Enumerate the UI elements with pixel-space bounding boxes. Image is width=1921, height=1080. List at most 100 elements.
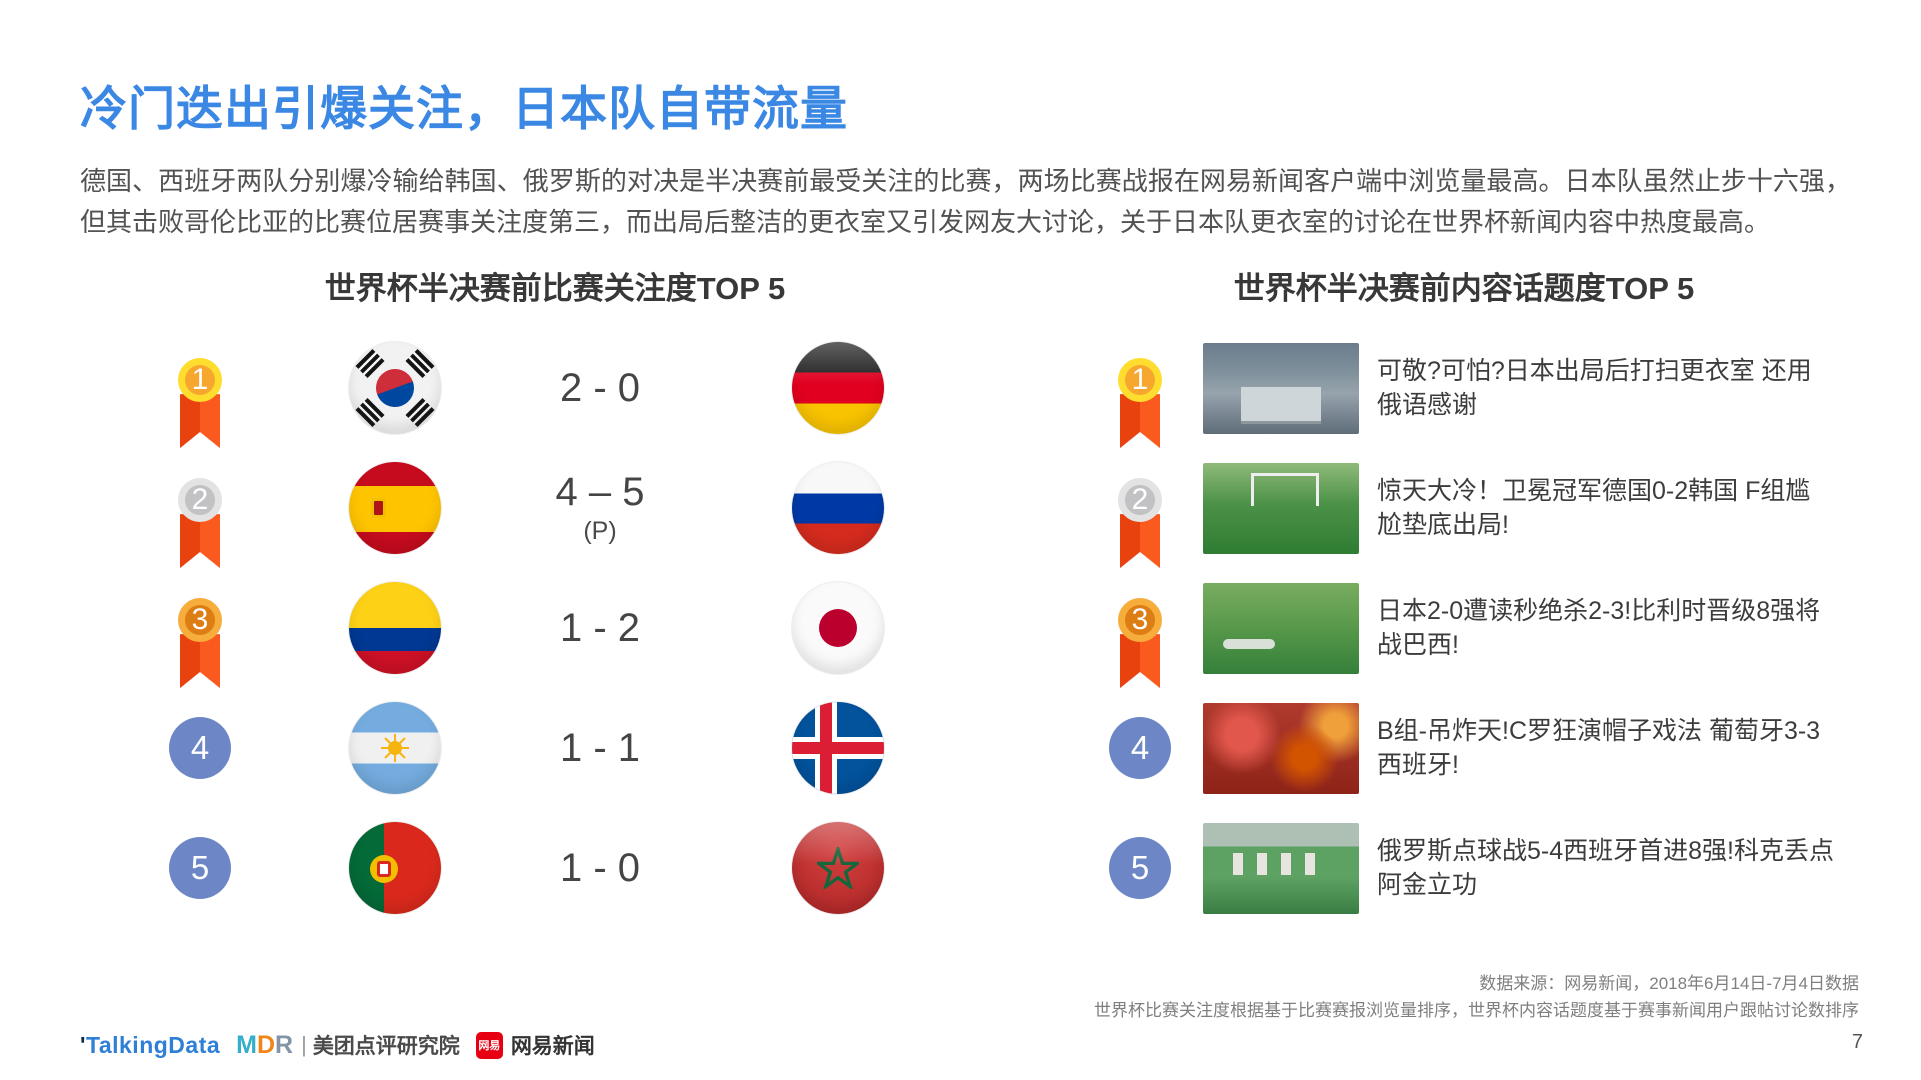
match-row-3: 3 1 - 2 — [80, 582, 1030, 689]
medal-ribbon-icon — [180, 394, 220, 449]
mdr-letter-m: M — [236, 1030, 257, 1059]
data-source-note: 数据来源：网易新闻，2018年6月14日-7月4日数据 世界杯比赛关注度根据基于… — [1094, 971, 1859, 1024]
source-line-1: 数据来源：网易新闻，2018年6月14日-7月4日数据 — [1479, 974, 1859, 994]
intro-paragraph: 德国、西班牙两队分别爆冷输给韩国、俄罗斯的对决是半决赛前最受关注的比赛，两场比赛… — [80, 166, 1851, 238]
news-headline: 可敬?可怕?日本出局后打扫更衣室 还用俄语感谢 — [1377, 356, 1812, 420]
japan-belgium-match-photo — [1203, 582, 1359, 674]
gold-medal-icon: 1 — [1107, 342, 1173, 449]
source-line-2: 世界杯比赛关注度根据基于比赛赛报浏览量排序，世界杯内容话题度基于赛事新闻用户跟帖… — [1094, 1000, 1859, 1020]
match-row-2: 2 4 – 5 (P) — [80, 462, 1030, 569]
rank-number: 3 — [1118, 598, 1162, 643]
medal-ribbon-icon — [180, 514, 220, 569]
score-value: 1 - 1 — [559, 725, 641, 770]
colombia-flag-icon — [349, 582, 441, 675]
penalty-note: (P) — [583, 517, 617, 546]
portugal-spain-fans-photo — [1203, 702, 1359, 794]
germany-korea-match-photo — [1203, 462, 1359, 554]
match-score: 4 – 5 (P) — [515, 470, 685, 546]
news-headline: B组-吊炸天!C罗狂演帽子戏法 葡萄牙3-3西班牙! — [1377, 716, 1821, 780]
talkingdata-logo: 'TalkingData — [80, 1032, 220, 1059]
netease-news-logo: 网易 网易新闻 — [475, 1030, 595, 1060]
netease-badge-icon: 网易 — [475, 1031, 503, 1059]
rank-4-badge-icon: 4 — [1107, 702, 1173, 794]
russia-spain-match-photo — [1203, 822, 1359, 914]
spain-emblem-icon — [371, 498, 386, 519]
rank-number: 1 — [178, 358, 222, 403]
south-korea-flag-icon — [349, 342, 441, 435]
mdr-label: 美团点评研究院 — [312, 1035, 460, 1058]
left-panel-title: 世界杯半决赛前比赛关注度TOP 5 — [324, 271, 786, 307]
rank-number: 2 — [178, 478, 222, 523]
rank-number: 3 — [178, 598, 222, 643]
score-value: 1 - 2 — [559, 605, 641, 650]
japan-sun-icon — [819, 609, 857, 648]
match-row-1: 1 2 - 0 — [80, 342, 1030, 449]
netease-label: 网易新闻 — [510, 1035, 595, 1058]
match-score: 2 - 0 — [515, 366, 685, 411]
medal-ribbon-icon — [1120, 634, 1160, 689]
news-row-2: 2 惊天大冷！卫冕冠军德国0-2韩国 F组尴尬垫底出局! — [1094, 462, 1834, 569]
rank-number: 1 — [1118, 358, 1162, 403]
germany-flag-icon — [792, 342, 884, 435]
rank-number: 5 — [1109, 837, 1171, 900]
rank-number: 4 — [169, 717, 231, 780]
right-panel-title: 世界杯半决赛前内容话题度TOP 5 — [1233, 271, 1695, 307]
sun-of-may-icon — [381, 734, 409, 763]
news-row-1: 1 可敬?可怕?日本出局后打扫更衣室 还用俄语感谢 — [1094, 342, 1834, 449]
news-row-4: 4 B组-吊炸天!C罗狂演帽子戏法 葡萄牙3-3西班牙! — [1094, 702, 1834, 794]
russia-flag-icon — [792, 462, 884, 555]
trigram-icon — [355, 398, 385, 428]
taegeuk-icon — [370, 363, 420, 413]
content-columns: 世界杯半决赛前比赛关注度TOP 5 1 2 - 0 — [0, 257, 1921, 942]
medal-ribbon-icon — [1120, 514, 1160, 569]
trigram-icon — [405, 398, 435, 428]
rank-number: 4 — [1109, 717, 1171, 780]
portugal-flag-icon — [349, 822, 441, 915]
iceland-flag-icon — [792, 702, 884, 795]
medal-ribbon-icon — [180, 634, 220, 689]
mdr-letter-d: D — [256, 1030, 276, 1059]
silver-medal-icon: 2 — [1107, 462, 1173, 569]
match-score: 1 - 1 — [515, 726, 685, 771]
news-row-5: 5 俄罗斯点球战5-4西班牙首进8强!科克丢点阿金立功 — [1094, 822, 1834, 914]
bronze-medal-icon: 3 — [167, 582, 233, 689]
bronze-medal-icon: 3 — [1107, 582, 1173, 689]
talkingdata-text: TalkingData — [85, 1031, 221, 1058]
news-headline: 惊天大冷！卫冕冠军德国0-2韩国 F组尴尬垫底出局! — [1377, 476, 1811, 540]
footer-logos: 'TalkingData M D R | 美团点评研究院 网易 网易新闻 — [80, 1030, 595, 1060]
mdr-letter-r: R — [275, 1030, 294, 1059]
morocco-flag-icon — [792, 822, 884, 915]
japan-locker-room-photo — [1203, 342, 1359, 434]
rank-5-badge-icon: 5 — [167, 822, 233, 914]
news-headline: 日本2-0遭读秒绝杀2-3!比利时晋级8强将战巴西! — [1377, 596, 1821, 660]
match-score: 1 - 2 — [515, 606, 685, 651]
talkingdata-mark: ' — [80, 1031, 86, 1058]
portugal-shield-icon — [377, 861, 391, 878]
page-title: 冷门迭出引爆关注，日本队自带流量 — [80, 82, 848, 135]
score-value: 4 – 5 — [555, 470, 645, 515]
spain-flag-icon — [349, 462, 441, 555]
page-number: 7 — [1851, 1031, 1863, 1053]
silver-medal-icon: 2 — [167, 462, 233, 569]
trigram-icon — [405, 349, 435, 379]
rank-4-badge-icon: 4 — [167, 702, 233, 794]
rank-number: 2 — [1118, 478, 1162, 523]
logo-divider: | — [301, 1032, 307, 1057]
gold-medal-icon: 1 — [167, 342, 233, 449]
score-value: 1 - 0 — [559, 845, 641, 890]
match-row-5: 5 1 - 0 — [80, 822, 1030, 915]
pentagram-star-icon — [817, 847, 859, 890]
meituan-dianping-research-logo: M D R | 美团点评研究院 — [236, 1030, 460, 1060]
score-value: 2 - 0 — [559, 365, 641, 410]
cross-band — [792, 742, 884, 755]
rank-5-badge-icon: 5 — [1107, 822, 1173, 914]
rank-number: 5 — [169, 837, 231, 900]
match-row-4: 4 1 - 1 — [80, 702, 1030, 795]
japan-flag-icon — [792, 582, 884, 675]
argentina-flag-icon — [349, 702, 441, 795]
medal-ribbon-icon — [1120, 394, 1160, 449]
match-score: 1 - 0 — [515, 846, 685, 891]
news-row-3: 3 日本2-0遭读秒绝杀2-3!比利时晋级8强将战巴西! — [1094, 582, 1834, 689]
content-topic-panel: 世界杯半决赛前内容话题度TOP 5 1 可敬?可怕?日本出局后打扫更衣室 还用俄… — [1094, 257, 1834, 942]
